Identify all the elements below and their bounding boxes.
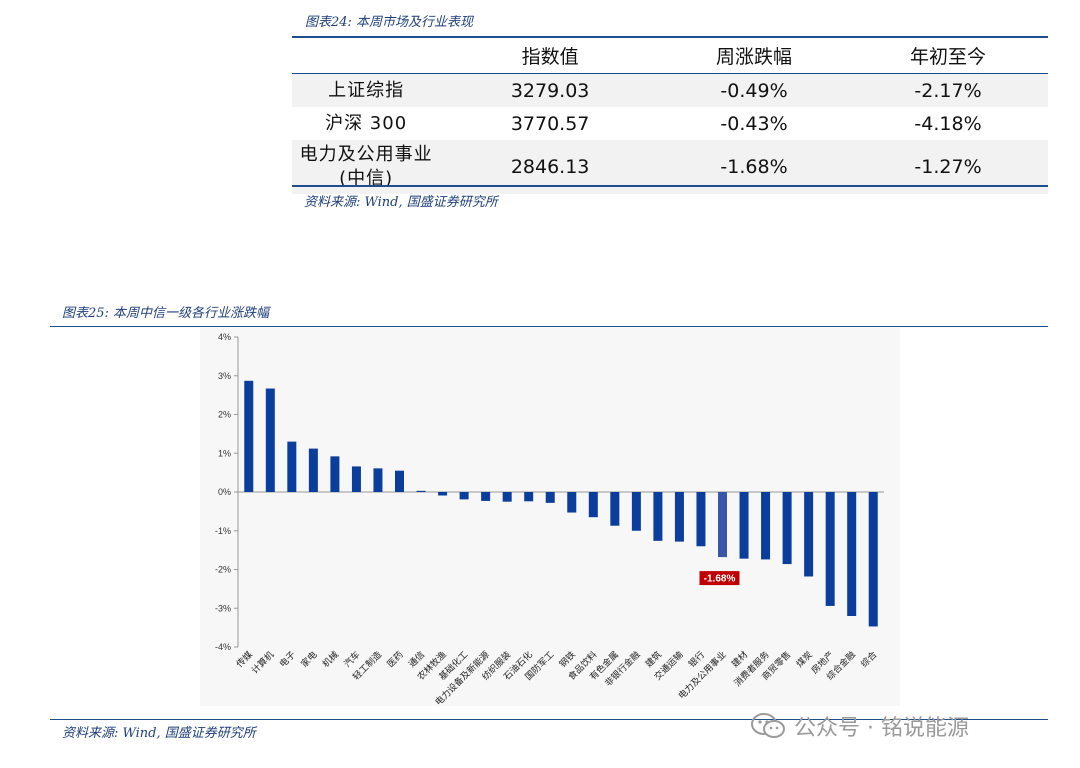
bar <box>308 448 318 492</box>
industry-change-bar-chart: 4%3%2%1%0%-1%-2%-3%-4%传媒计算机 电子 家电 机械 汽车轻工制造医… <box>215 332 884 706</box>
row-ytd: -2.17% <box>848 73 1048 107</box>
x-category-label: 机械 <box>320 649 341 670</box>
header-weekly-change: 周涨跌幅 <box>659 37 849 74</box>
row-name: 沪深 300 <box>292 107 441 140</box>
bar <box>502 492 512 502</box>
bar <box>373 468 383 492</box>
market-performance-table: 指数值 周涨跌幅 年初至今 上证综指 3279.03 -0.49% -2.17%… <box>292 37 1048 194</box>
highlight-label-box <box>699 571 740 586</box>
bar <box>847 492 857 616</box>
chart-caption: 图表25: 本周中信一级各行业涨跌幅 <box>62 306 270 321</box>
y-tick-label: -2% <box>215 565 231 575</box>
bar <box>804 492 814 577</box>
row-name-text: 沪深 300 <box>325 112 408 134</box>
y-tick-label: -4% <box>215 642 231 652</box>
table-source: 资料来源: Wind, 国盛证券研究所 <box>304 195 498 210</box>
wechat-icon <box>751 713 785 738</box>
bar <box>782 492 792 565</box>
row-value: 3770.57 <box>440 107 660 140</box>
bar <box>416 490 426 492</box>
header-index-value: 指数值 <box>440 37 660 74</box>
bar <box>718 492 727 558</box>
x-category-label: 电子 <box>277 649 298 670</box>
bar <box>868 492 878 627</box>
bar <box>265 388 275 492</box>
row-value: 3279.03 <box>440 73 660 107</box>
chart-bottom-rule <box>50 719 1048 720</box>
bar <box>631 492 641 531</box>
x-category-label: 医药 <box>385 649 406 670</box>
table-row: 上证综指 3279.03 -0.49% -2.17% <box>292 73 1048 107</box>
bar <box>696 492 706 547</box>
row-name-line2: (中信) <box>339 168 394 189</box>
table-header-row: 指数值 周涨跌幅 年初至今 <box>292 37 1048 74</box>
y-tick-label: 3% <box>218 371 231 381</box>
bar <box>287 441 297 492</box>
row-name-text: 上证综指 <box>328 79 405 101</box>
bar <box>825 492 835 606</box>
bar <box>588 492 598 518</box>
bar <box>761 492 771 560</box>
watermark: 公众号 · 铭说能源 <box>750 706 1070 746</box>
chart-source: 资料来源: Wind, 国盛证券研究所 <box>62 726 256 741</box>
table-bottom-rule <box>292 185 1048 187</box>
chart-top-rule <box>50 326 1048 327</box>
y-tick-label: 4% <box>218 332 231 342</box>
table-caption: 图表24: 本周市场及行业表现 <box>305 15 474 30</box>
bar <box>351 466 361 492</box>
row-week: -0.43% <box>659 107 849 140</box>
watermark-text: 公众号 · 铭说能源 <box>794 716 969 741</box>
bar <box>459 492 469 500</box>
y-tick-label: -1% <box>215 526 231 536</box>
bar <box>524 492 534 502</box>
y-tick-label: -3% <box>215 603 231 613</box>
header-ytd: 年初至今 <box>848 37 1048 74</box>
bar <box>610 492 620 526</box>
y-tick-label: 2% <box>218 410 231 420</box>
x-category-label: 家电 <box>298 649 319 670</box>
row-name-line1: 电力及公用事业 <box>299 144 433 165</box>
row-ytd: -4.18% <box>848 107 1048 140</box>
bar <box>481 492 491 501</box>
table-row: 电力及公用事业 (中信) 2846.13 -1.68% -1.27% <box>292 140 1048 194</box>
bar <box>438 492 448 496</box>
row-week: -0.49% <box>659 73 849 107</box>
highlight-data-label: -1.68% <box>704 574 736 585</box>
bar <box>244 380 254 492</box>
header-blank <box>292 37 441 74</box>
bar <box>567 492 577 513</box>
x-category-label: 计算机 <box>249 649 277 677</box>
bar <box>330 456 340 492</box>
y-tick-label: 0% <box>218 487 231 497</box>
y-tick-label: 1% <box>218 448 231 458</box>
bar <box>739 492 749 559</box>
row-name: 上证综指 <box>292 73 441 107</box>
bar <box>395 470 404 492</box>
bar <box>674 492 684 542</box>
x-category-label: 综合 <box>858 649 879 670</box>
bar <box>545 492 555 503</box>
table-row: 沪深 300 3770.57 -0.43% -4.18% <box>292 107 1048 140</box>
bar <box>653 492 663 541</box>
